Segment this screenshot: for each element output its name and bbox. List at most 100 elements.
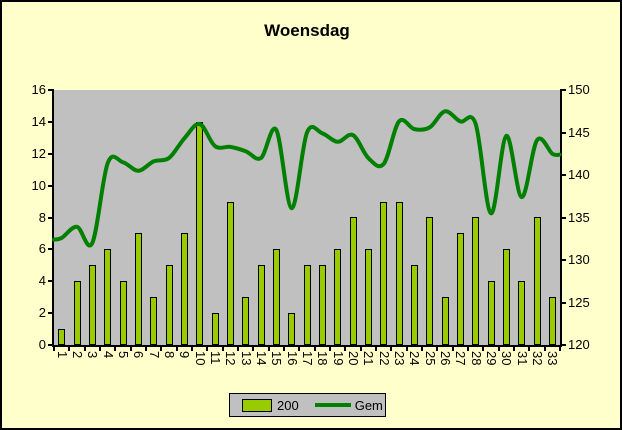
- legend[interactable]: 200 Gem: [229, 393, 386, 417]
- x-label-12: 12: [223, 351, 238, 366]
- tick-mark: [390, 345, 392, 351]
- x-label-15: 15: [269, 351, 284, 366]
- bar-33[interactable]: [548, 297, 556, 345]
- bar-30[interactable]: [502, 249, 510, 345]
- tick-mark: [99, 345, 101, 351]
- y-left-label-10: 10: [31, 178, 46, 193]
- bar-22[interactable]: [380, 202, 388, 345]
- x-label-1: 1: [55, 351, 70, 359]
- tick-mark: [222, 345, 224, 351]
- bar-24[interactable]: [410, 265, 418, 345]
- legend-label-gem: Gem: [354, 397, 383, 413]
- tick-mark: [560, 344, 566, 346]
- tick-mark: [268, 345, 270, 351]
- bar-23[interactable]: [395, 202, 403, 345]
- x-label-9: 9: [177, 351, 192, 359]
- tick-mark: [84, 345, 86, 351]
- bar-4[interactable]: [104, 249, 112, 345]
- gem-line-path[interactable]: [52, 109, 562, 248]
- y-right-label-120: 120: [568, 337, 590, 352]
- bar-19[interactable]: [334, 249, 342, 345]
- y-right-label-145: 145: [568, 125, 590, 140]
- tick-mark: [528, 345, 530, 351]
- bar-25[interactable]: [426, 217, 434, 345]
- bar-1[interactable]: [58, 329, 66, 345]
- tick-mark: [48, 121, 54, 123]
- bar-12[interactable]: [226, 202, 234, 345]
- bar-2[interactable]: [73, 281, 81, 345]
- tick-mark: [560, 259, 566, 261]
- tick-mark: [560, 132, 566, 134]
- tick-mark: [559, 345, 561, 351]
- tick-mark: [375, 345, 377, 351]
- tick-mark: [406, 345, 408, 351]
- tick-mark: [191, 345, 193, 351]
- tick-mark: [48, 89, 54, 91]
- y-left-label-12: 12: [31, 146, 46, 161]
- tick-mark: [48, 312, 54, 314]
- x-label-17: 17: [300, 351, 315, 366]
- tick-mark: [130, 345, 132, 351]
- bar-9[interactable]: [180, 233, 188, 345]
- bar-21[interactable]: [364, 249, 372, 345]
- tick-mark: [360, 345, 362, 351]
- x-label-16: 16: [285, 351, 300, 366]
- x-label-33: 33: [545, 351, 560, 366]
- x-label-28: 28: [469, 351, 484, 366]
- y-left-label-2: 2: [38, 305, 46, 320]
- bar-11[interactable]: [211, 313, 219, 345]
- tick-mark: [237, 345, 239, 351]
- bar-6[interactable]: [134, 233, 142, 345]
- bar-3[interactable]: [88, 265, 96, 345]
- tick-mark: [467, 345, 469, 351]
- x-label-25: 25: [423, 351, 438, 366]
- tick-mark: [560, 302, 566, 304]
- tick-mark: [421, 345, 423, 351]
- bar-26[interactable]: [441, 297, 449, 345]
- y-right-label-125: 125: [568, 295, 590, 310]
- bar-17[interactable]: [303, 265, 311, 345]
- legend-label-200: 200: [277, 397, 299, 413]
- bar-14[interactable]: [257, 265, 265, 345]
- bar-8[interactable]: [165, 265, 173, 345]
- bar-28[interactable]: [472, 217, 480, 345]
- tick-mark: [160, 345, 162, 351]
- tick-mark: [48, 280, 54, 282]
- tick-mark: [498, 345, 500, 351]
- bar-32[interactable]: [533, 217, 541, 345]
- tick-mark: [560, 89, 566, 91]
- x-label-27: 27: [453, 351, 468, 366]
- x-label-29: 29: [484, 351, 499, 366]
- bar-5[interactable]: [119, 281, 127, 345]
- x-label-18: 18: [315, 351, 330, 366]
- bar-20[interactable]: [349, 217, 357, 345]
- bar-15[interactable]: [272, 249, 280, 345]
- bar-27[interactable]: [456, 233, 464, 345]
- tick-mark: [329, 345, 331, 351]
- bar-7[interactable]: [150, 297, 158, 345]
- tick-mark: [48, 153, 54, 155]
- plot-area[interactable]: [52, 90, 562, 347]
- tick-mark: [560, 217, 566, 219]
- y-left-label-0: 0: [38, 337, 46, 352]
- bar-31[interactable]: [518, 281, 526, 345]
- bar-13[interactable]: [242, 297, 250, 345]
- y-right-label-130: 130: [568, 252, 590, 267]
- x-label-13: 13: [239, 351, 254, 366]
- x-label-6: 6: [131, 351, 146, 359]
- bar-18[interactable]: [318, 265, 326, 345]
- bar-16[interactable]: [288, 313, 296, 345]
- legend-line-swatch: [314, 403, 351, 407]
- x-label-26: 26: [438, 351, 453, 366]
- x-label-8: 8: [162, 351, 177, 359]
- y-left-label-8: 8: [38, 210, 46, 225]
- tick-mark: [560, 174, 566, 176]
- tick-mark: [436, 345, 438, 351]
- tick-mark: [53, 345, 55, 351]
- legend-bar-swatch: [242, 398, 272, 412]
- bar-29[interactable]: [487, 281, 495, 345]
- x-label-19: 19: [331, 351, 346, 366]
- tick-mark: [513, 345, 515, 351]
- x-label-14: 14: [254, 351, 269, 366]
